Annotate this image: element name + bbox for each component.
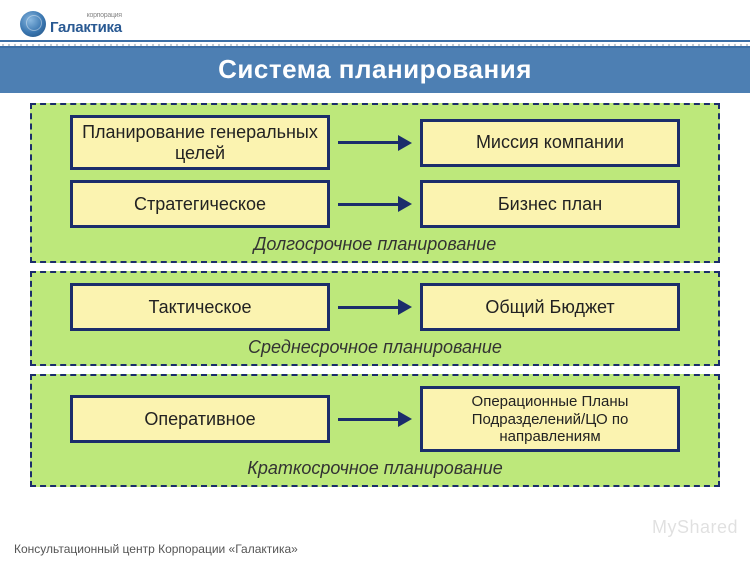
decorative-band [0, 40, 750, 48]
arrow-right-icon [338, 411, 412, 427]
footer-text: Консультационный центр Корпорации «Галак… [14, 542, 298, 556]
globe-icon [20, 11, 46, 37]
row: Планирование генеральных целей Миссия ко… [46, 115, 704, 170]
row: Стратегическое Бизнес план [46, 180, 704, 228]
card-strategic: Стратегическое [70, 180, 330, 228]
card-general-goals: Планирование генеральных целей [70, 115, 330, 170]
block-midterm: Тактическое Общий Бюджет Среднесрочное п… [30, 271, 720, 366]
card-business-plan: Бизнес план [420, 180, 680, 228]
row: Оперативное Операционные Планы Подраздел… [46, 386, 704, 452]
block-shortterm: Оперативное Операционные Планы Подраздел… [30, 374, 720, 487]
page-title: Система планирования [0, 48, 750, 93]
card-operational: Оперативное [70, 395, 330, 443]
arrow-right-icon [338, 299, 412, 315]
block-label: Краткосрочное планирование [46, 458, 704, 479]
card-general-budget: Общий Бюджет [420, 283, 680, 331]
card-tactical: Тактическое [70, 283, 330, 331]
arrow-right-icon [338, 135, 412, 151]
row: Тактическое Общий Бюджет [46, 283, 704, 331]
header: корпорация Галактика [0, 0, 750, 40]
card-mission: Миссия компании [420, 119, 680, 167]
brand-name: корпорация Галактика [50, 12, 122, 36]
block-label: Среднесрочное планирование [46, 337, 704, 358]
logo: корпорация Галактика [20, 11, 122, 37]
block-label: Долгосрочное планирование [46, 234, 704, 255]
brand-text: Галактика [50, 19, 122, 36]
card-operational-plans: Операционные Планы Подразделений/ЦО по н… [420, 386, 680, 452]
block-longterm: Планирование генеральных целей Миссия ко… [30, 103, 720, 263]
arrow-right-icon [338, 196, 412, 212]
watermark: MyShared [652, 517, 738, 538]
brand-tag: корпорация [50, 12, 122, 19]
diagram-canvas: Планирование генеральных целей Миссия ко… [0, 93, 750, 499]
